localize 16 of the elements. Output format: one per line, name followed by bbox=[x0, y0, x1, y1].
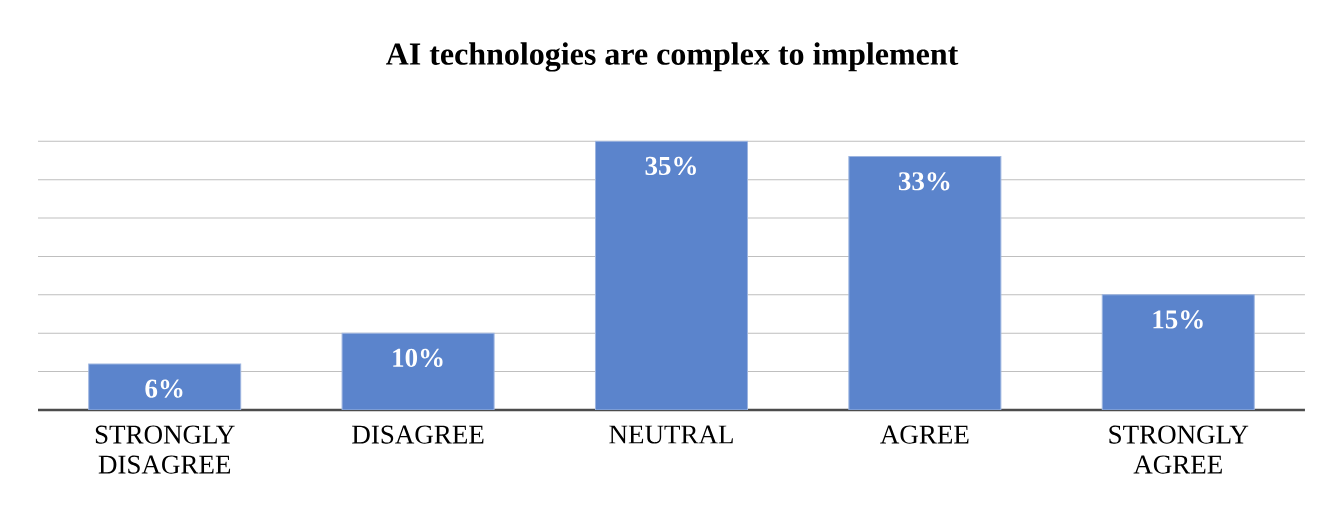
bar bbox=[88, 363, 242, 410]
x-tick-label: STRONGLY AGREE bbox=[1109, 425, 1249, 474]
bar bbox=[848, 156, 1002, 410]
chart-title: AI technologies are complex to implement bbox=[386, 42, 959, 72]
bar bbox=[1101, 294, 1255, 410]
x-tick-label: AGREE bbox=[880, 425, 969, 444]
data-label: 33% bbox=[898, 172, 950, 191]
data-label: 35% bbox=[645, 156, 696, 176]
bar bbox=[341, 332, 495, 410]
data-label: 10% bbox=[393, 348, 443, 368]
data-label: 6% bbox=[145, 379, 183, 398]
bar bbox=[594, 140, 748, 410]
data-label: 15% bbox=[1153, 310, 1203, 329]
x-tick-label: STRONGLY DISAGREE bbox=[95, 425, 235, 474]
x-tick-label: NEUTRAL bbox=[609, 425, 733, 444]
x-tick-label: DISAGREE bbox=[352, 425, 484, 444]
